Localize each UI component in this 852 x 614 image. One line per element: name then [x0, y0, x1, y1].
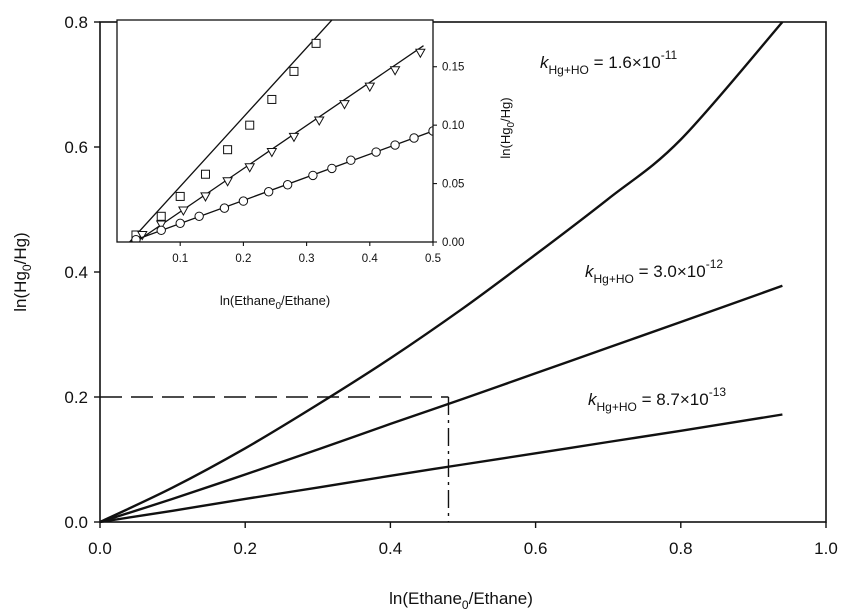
inset-plot-frame	[116, 19, 434, 243]
inset-point-circle	[131, 234, 141, 242]
x-tick-label: 0.2	[233, 539, 257, 558]
inset-point-square	[223, 145, 233, 155]
inset-point-circle	[308, 170, 318, 181]
inset-point-triangle	[200, 192, 211, 202]
inset-y-axis-title: ln(Hg0/Hg)	[498, 97, 517, 158]
inset-point-triangle	[415, 48, 426, 59]
inset-fit-line-square	[129, 20, 333, 242]
inset-point-square	[311, 38, 321, 48]
main-plot: 0.0 0.2 0.4 0.6 0.8 1.0 0.0 0.2 0.4 0.6 0.8 kHg+HO…	[11, 13, 838, 612]
y-tick-label: 0.0	[64, 513, 88, 532]
inset-axis-ticks: 0.1 0.2 0.3 0.4 0.50.00 0.05 0.10 0.15	[172, 62, 464, 265]
inset-point-triangle	[136, 230, 148, 241]
inset-point-circle	[282, 180, 293, 190]
guide-lines	[100, 396, 450, 522]
inset-y-tick-label: 0.00	[442, 237, 464, 249]
inset-point-circle	[194, 211, 204, 221]
inset-x-tick-label: 0.1	[172, 253, 188, 265]
inset-y-tick-label: 0.05	[442, 179, 464, 191]
x-tick-label: 1.0	[814, 539, 838, 558]
inset-x-axis-title: ln(Ethane0/Ethane)	[220, 293, 330, 312]
inset-point-circle	[371, 147, 381, 157]
x-tick-label: 0.8	[669, 539, 693, 558]
inset-x-tick-label: 0.5	[425, 253, 441, 265]
inset-point-circle	[175, 218, 185, 229]
x-axis-title: ln(Ethane0/Ethane)	[389, 589, 533, 612]
inset-point-circle	[390, 140, 400, 150]
main-axis-ticks: 0.0 0.2 0.4 0.6 0.8 1.0 0.0 0.2 0.4 0.6 0.8	[64, 13, 837, 558]
inset-background	[117, 20, 433, 242]
inset-plot: 0.1 0.2 0.3 0.4 0.50.00 0.05 0.10 0.15 ln(Ethan…	[116, 19, 517, 312]
x-tick-label: 0.0	[88, 539, 112, 558]
inset-point-square	[289, 66, 299, 76]
inset-point-square	[156, 211, 166, 221]
inset-point-triangle	[313, 116, 325, 127]
inset-y-tick-label: 0.10	[442, 120, 464, 132]
inset-point-circle	[327, 163, 337, 174]
series-annotation-2: kHg+HO = 3.0×10-12	[585, 257, 723, 286]
inset-point-triangle	[266, 148, 278, 158]
inset-point-circle	[263, 187, 274, 197]
inset-point-square	[175, 191, 185, 201]
series-annotations: kHg+HO = 1.6×10-11 kHg+HO = 3.0×10-12 kHg+…	[540, 48, 726, 414]
inset-x-tick-label: 0.4	[362, 253, 379, 265]
inset-point-circle	[409, 133, 419, 143]
inset-point-triangle	[222, 177, 233, 187]
series-annotation-3: kHg+HO = 8.7×10-13	[588, 385, 726, 414]
y-tick-label: 0.8	[64, 13, 88, 32]
inset-point-circle	[219, 203, 230, 213]
inset-point-triangle	[389, 66, 401, 76]
inset-x-tick-label: 0.3	[299, 253, 315, 265]
series-annotation-1: kHg+HO = 1.6×10-11	[540, 48, 677, 77]
inset-point-triangle	[288, 132, 300, 143]
inset-x-tick-label: 0.2	[235, 253, 251, 265]
x-tick-label: 0.6	[524, 539, 548, 558]
inset-point-triangle	[244, 163, 256, 173]
y-tick-label: 0.4	[64, 263, 88, 282]
main-series-lines	[99, 21, 784, 524]
inset-y-tick-label: 0.15	[442, 62, 464, 74]
inset-point-circle	[156, 225, 166, 236]
inset-point-triangle	[339, 100, 350, 110]
series-line-1	[99, 21, 784, 524]
series-line-3	[99, 413, 783, 524]
inset-point-triangle	[178, 206, 189, 216]
inset-point-triangle	[364, 82, 376, 93]
x-tick-label: 0.4	[379, 539, 403, 558]
series-line-2	[99, 284, 783, 524]
inset-point-square	[245, 120, 255, 130]
y-axis-title: ln(Hg0/Hg)	[11, 232, 34, 311]
y-tick-label: 0.6	[64, 138, 88, 157]
inset-series	[129, 20, 433, 242]
inset-point-square	[200, 169, 210, 179]
y-tick-label: 0.2	[64, 388, 88, 407]
inset-point-triangle	[155, 220, 167, 230]
inset-point-square	[267, 94, 277, 104]
inset-point-circle	[346, 155, 356, 165]
inset-point-circle	[238, 196, 249, 206]
